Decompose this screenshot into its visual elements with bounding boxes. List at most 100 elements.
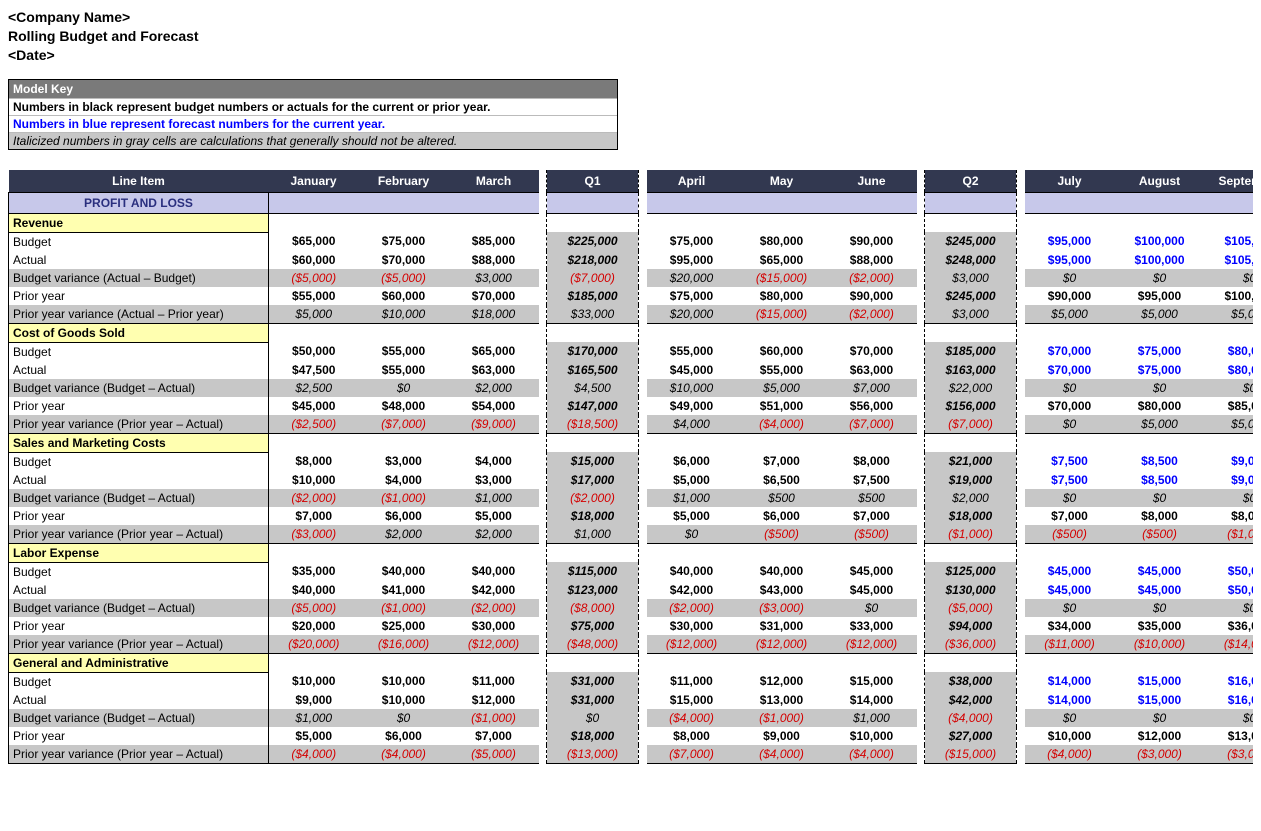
cell: $10,000	[269, 471, 359, 489]
data-row: Prior year variance (Prior year – Actual…	[9, 635, 1254, 654]
cell: $18,000	[547, 507, 639, 525]
cell: $65,000	[737, 251, 827, 269]
data-row: Budget$50,000$55,000$65,000$170,000$55,0…	[9, 342, 1254, 361]
row-label: Prior year	[9, 507, 269, 525]
cell	[647, 192, 737, 213]
cell: $65,000	[269, 232, 359, 251]
cell: $70,000	[1025, 397, 1115, 415]
cell: $60,000	[359, 287, 449, 305]
cell: $7,500	[1025, 471, 1115, 489]
cell: $6,500	[737, 471, 827, 489]
cell	[1115, 192, 1205, 213]
cell: $20,000	[269, 617, 359, 635]
cell: $18,000	[547, 727, 639, 745]
cell: ($7,000)	[547, 269, 639, 287]
cell: $5,000	[449, 507, 539, 525]
cell: ($8,000)	[547, 599, 639, 617]
cell: ($14,000)	[1205, 635, 1254, 654]
row-label: Budget	[9, 232, 269, 251]
row-label: Actual	[9, 361, 269, 379]
cell: $185,000	[925, 342, 1017, 361]
cell: $5,000	[1205, 305, 1254, 324]
cell: $5,000	[647, 507, 737, 525]
cell: $75,000	[1115, 361, 1205, 379]
cell	[269, 192, 359, 213]
cell: $10,000	[359, 672, 449, 691]
cell: $100,000	[1115, 251, 1205, 269]
col-quarter: Q1	[547, 170, 639, 193]
cell: $0	[1115, 379, 1205, 397]
row-label: Budget	[9, 562, 269, 581]
data-row: Budget$35,000$40,000$40,000$115,000$40,0…	[9, 562, 1254, 581]
model-key-row-black: Numbers in black represent budget number…	[9, 98, 617, 115]
cell: $3,000	[359, 452, 449, 471]
group-header-row: Cost of Goods Sold	[9, 323, 1254, 342]
cell: ($500)	[827, 525, 917, 544]
cell: ($2,000)	[647, 599, 737, 617]
cell: $0	[827, 599, 917, 617]
cell: $1,000	[269, 709, 359, 727]
row-label: Prior year variance (Prior year – Actual…	[9, 635, 269, 654]
cell: $2,000	[925, 489, 1017, 507]
cell: $75,000	[1115, 342, 1205, 361]
cell: ($15,000)	[737, 305, 827, 324]
budget-table: Line Item January February March Q1 Apri…	[8, 170, 1253, 764]
cell: ($15,000)	[737, 269, 827, 287]
cell: ($1,000)	[925, 525, 1017, 544]
cell: $30,000	[449, 617, 539, 635]
cell: $6,000	[359, 727, 449, 745]
cell: $95,000	[647, 251, 737, 269]
cell: $18,000	[925, 507, 1017, 525]
cell: $31,000	[737, 617, 827, 635]
cell: $1,000	[547, 525, 639, 544]
cell: ($4,000)	[359, 745, 449, 764]
cell: ($3,000)	[269, 525, 359, 544]
cell: $0	[1205, 379, 1254, 397]
cell: $2,000	[359, 525, 449, 544]
cell: ($4,000)	[925, 709, 1017, 727]
cell: $5,000	[1115, 305, 1205, 324]
cell: $19,000	[925, 471, 1017, 489]
cell: $123,000	[547, 581, 639, 599]
cell: $30,000	[647, 617, 737, 635]
cell: $11,000	[449, 672, 539, 691]
cell: $48,000	[359, 397, 449, 415]
cell: $4,500	[547, 379, 639, 397]
cell: ($48,000)	[547, 635, 639, 654]
cell: $55,000	[359, 361, 449, 379]
cell: ($2,000)	[449, 599, 539, 617]
model-key-box: Model Key Numbers in black represent bud…	[8, 79, 618, 150]
cell: ($15,000)	[925, 745, 1017, 764]
cell: $115,000	[547, 562, 639, 581]
cell: $4,000	[359, 471, 449, 489]
cell: $10,000	[647, 379, 737, 397]
cell: $17,000	[547, 471, 639, 489]
group-name: Cost of Goods Sold	[9, 323, 269, 342]
cell: ($4,000)	[827, 745, 917, 764]
header-row: Line Item January February March Q1 Apri…	[9, 170, 1254, 193]
col-month: June	[827, 170, 917, 193]
cell: $40,000	[647, 562, 737, 581]
cell: $50,000	[269, 342, 359, 361]
cell: ($7,000)	[925, 415, 1017, 434]
cell	[359, 192, 449, 213]
row-label: Budget variance (Budget – Actual)	[9, 599, 269, 617]
cell: $8,000	[1205, 507, 1254, 525]
cell: $5,000	[1115, 415, 1205, 434]
row-label: Prior year variance (Prior year – Actual…	[9, 415, 269, 434]
cell: ($5,000)	[925, 599, 1017, 617]
cell: $35,000	[1115, 617, 1205, 635]
cell: $55,000	[647, 342, 737, 361]
cell: $20,000	[647, 305, 737, 324]
cell: $20,000	[647, 269, 737, 287]
cell: $95,000	[1115, 287, 1205, 305]
cell: $50,000	[1205, 581, 1254, 599]
cell: $0	[1205, 599, 1254, 617]
cell: $0	[1115, 599, 1205, 617]
cell: ($1,000)	[359, 599, 449, 617]
cell: $13,000	[1205, 727, 1254, 745]
cell: $60,000	[269, 251, 359, 269]
cell: $0	[1025, 415, 1115, 434]
table-header: Line Item January February March Q1 Apri…	[9, 170, 1254, 193]
cell: $63,000	[449, 361, 539, 379]
